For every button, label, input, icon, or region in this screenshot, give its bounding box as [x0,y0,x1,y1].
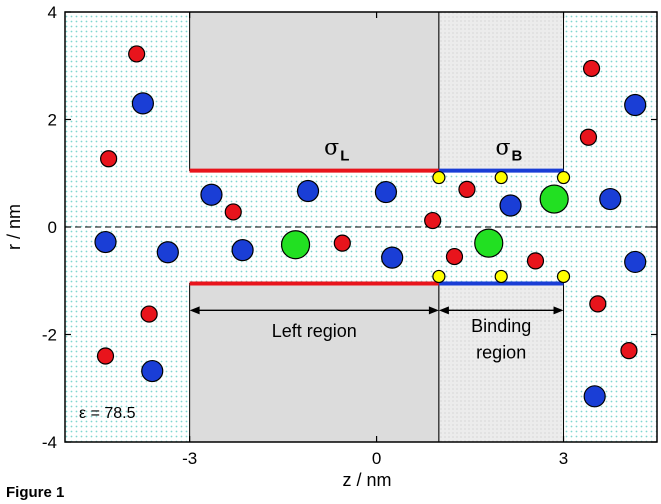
y-tick-label: -2 [42,326,57,345]
x-tick-label: 3 [559,449,568,468]
y-tick-label: 4 [48,3,57,22]
red-ion [445,247,464,266]
yellow-ion [432,269,446,284]
red-ion [579,128,598,146]
green-ion [474,228,504,258]
sigma-b-symbol: σ [496,135,511,160]
red-ion [100,150,118,168]
left-region-arrow [189,306,439,315]
x-tick-label: -3 [182,449,197,468]
y-tick-label: -4 [42,433,57,452]
red-ion [620,342,638,360]
membrane-left-upper [189,12,440,172]
blue-ion [131,92,154,115]
blue-ion [583,385,606,408]
binding-region-label-line2: region [476,343,526,363]
y-tick-label: 2 [48,111,57,130]
red-ion [589,295,607,313]
left-region-label: Left region [272,321,357,341]
red-ion [424,211,442,230]
membrane-left-lower [189,282,440,442]
yellow-ion [494,269,508,284]
blue-ion [296,179,320,203]
blue-ion [381,246,404,269]
permittivity-label: ε = 78.5 [79,405,136,422]
red-ion [526,252,545,270]
y-axis-title: r / nm [4,204,24,250]
red-ion [582,59,601,78]
green-ion [539,184,569,214]
blue-ion [200,183,223,206]
red-ion [224,203,242,221]
blue-ion [624,250,647,274]
blue-ion [141,359,164,383]
yellow-ion [556,170,571,185]
red-ion [128,45,146,63]
blue-ion [599,187,622,211]
x-tick-label: 0 [372,449,381,468]
sigma-l-symbol: σ [324,135,339,160]
blue-ion [499,194,522,217]
yellow-ion [432,170,446,185]
yellow-ion [494,170,508,185]
red-ion [333,234,351,252]
blue-ion [94,230,117,254]
yellow-ion [556,269,571,284]
green-ion [280,230,311,260]
sigma-l-subscript: L [340,147,349,164]
blue-ion [624,93,647,117]
binding-region-arrow [438,306,564,315]
membrane-binding-upper [438,12,565,172]
blue-ion [374,180,398,204]
red-ion [96,347,115,365]
sigma-b-subscript: B [512,147,523,164]
y-tick-label: 0 [48,218,57,237]
red-ion [458,180,476,198]
x-axis-title: z / nm [342,470,391,490]
blue-ion [156,241,179,264]
figure-caption: Figure 1 [6,484,65,501]
blue-ion [231,239,254,262]
membrane-binding-lower [438,282,565,442]
binding-region-label-line1: Binding [471,316,531,336]
red-ion [140,305,158,323]
